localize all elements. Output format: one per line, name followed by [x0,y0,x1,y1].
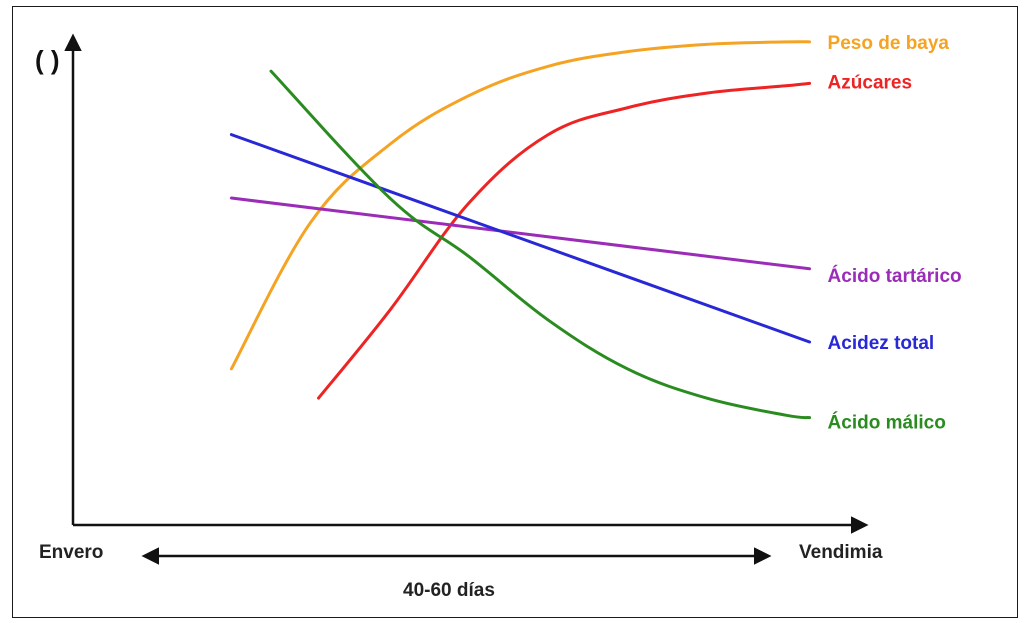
line-chart: ( ) Peso de baya Azúcares Ácido tartárico A… [35,33,962,601]
chart-frame: ( ) Peso de baya Azúcares Ácido tartárico A… [12,6,1018,618]
x-start-label: Envero [39,542,103,563]
series-label-az-cares: Azúcares [828,72,913,93]
series-line-peso-de-baya [229,40,812,371]
series-label--cido-m-lico: Ácido málico [828,412,946,434]
y-axis-label: ( ) [35,45,60,75]
series-line--cido-tart-rico [229,196,812,271]
series-line-acidez-total [229,133,812,344]
x-end-label: Vendimia [799,542,883,563]
series-group [229,40,812,420]
duration-label: 40-60 días [403,580,495,601]
series-label-peso-de-baya: Peso de baya [828,33,950,54]
series-line--cido-m-lico [269,69,812,420]
series-label--cido-tart-rico: Ácido tartárico [828,265,962,287]
series-labels: Peso de baya Azúcares Ácido tartárico Acide… [828,33,962,434]
series-label-acidez-total: Acidez total [828,333,935,354]
series-line-az-cares [317,81,812,400]
